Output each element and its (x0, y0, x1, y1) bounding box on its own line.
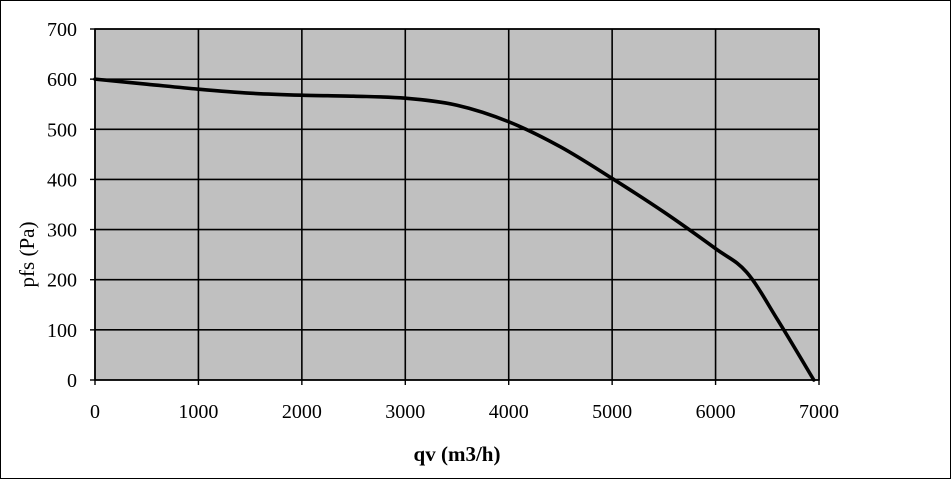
y-tick-label: 100 (47, 320, 77, 342)
x-tick-label: 3000 (385, 401, 425, 423)
grid (90, 28, 820, 385)
y-tick-label: 200 (47, 270, 77, 292)
y-tick-label: 600 (47, 69, 77, 91)
y-tick-label: 400 (47, 169, 77, 191)
y-axis-label: pfs (Pa) (15, 222, 39, 288)
x-tick-label: 5000 (592, 401, 632, 423)
y-axis-ticks: 0 100 200 300 400 500 600 700 (47, 19, 77, 392)
y-tick-label: 300 (47, 220, 77, 242)
x-tick-label: 2000 (282, 401, 322, 423)
series-group (93, 77, 816, 382)
y-tick-label: 500 (47, 119, 77, 141)
x-axis-ticks: 0 1000 2000 3000 4000 5000 6000 7000 (90, 401, 839, 423)
x-tick-label: 7000 (799, 401, 839, 423)
x-tick-label: 4000 (489, 401, 529, 423)
x-tick-label: 0 (90, 401, 100, 423)
plot-area (95, 29, 819, 380)
x-tick-label: 6000 (696, 401, 736, 423)
plot-border (94, 28, 820, 381)
x-axis-label: qv (m3/h) (414, 442, 501, 466)
y-tick-label: 0 (67, 370, 77, 392)
x-tick-label: 1000 (178, 401, 218, 423)
series-line (93, 77, 816, 382)
y-tick-label: 700 (47, 19, 77, 41)
